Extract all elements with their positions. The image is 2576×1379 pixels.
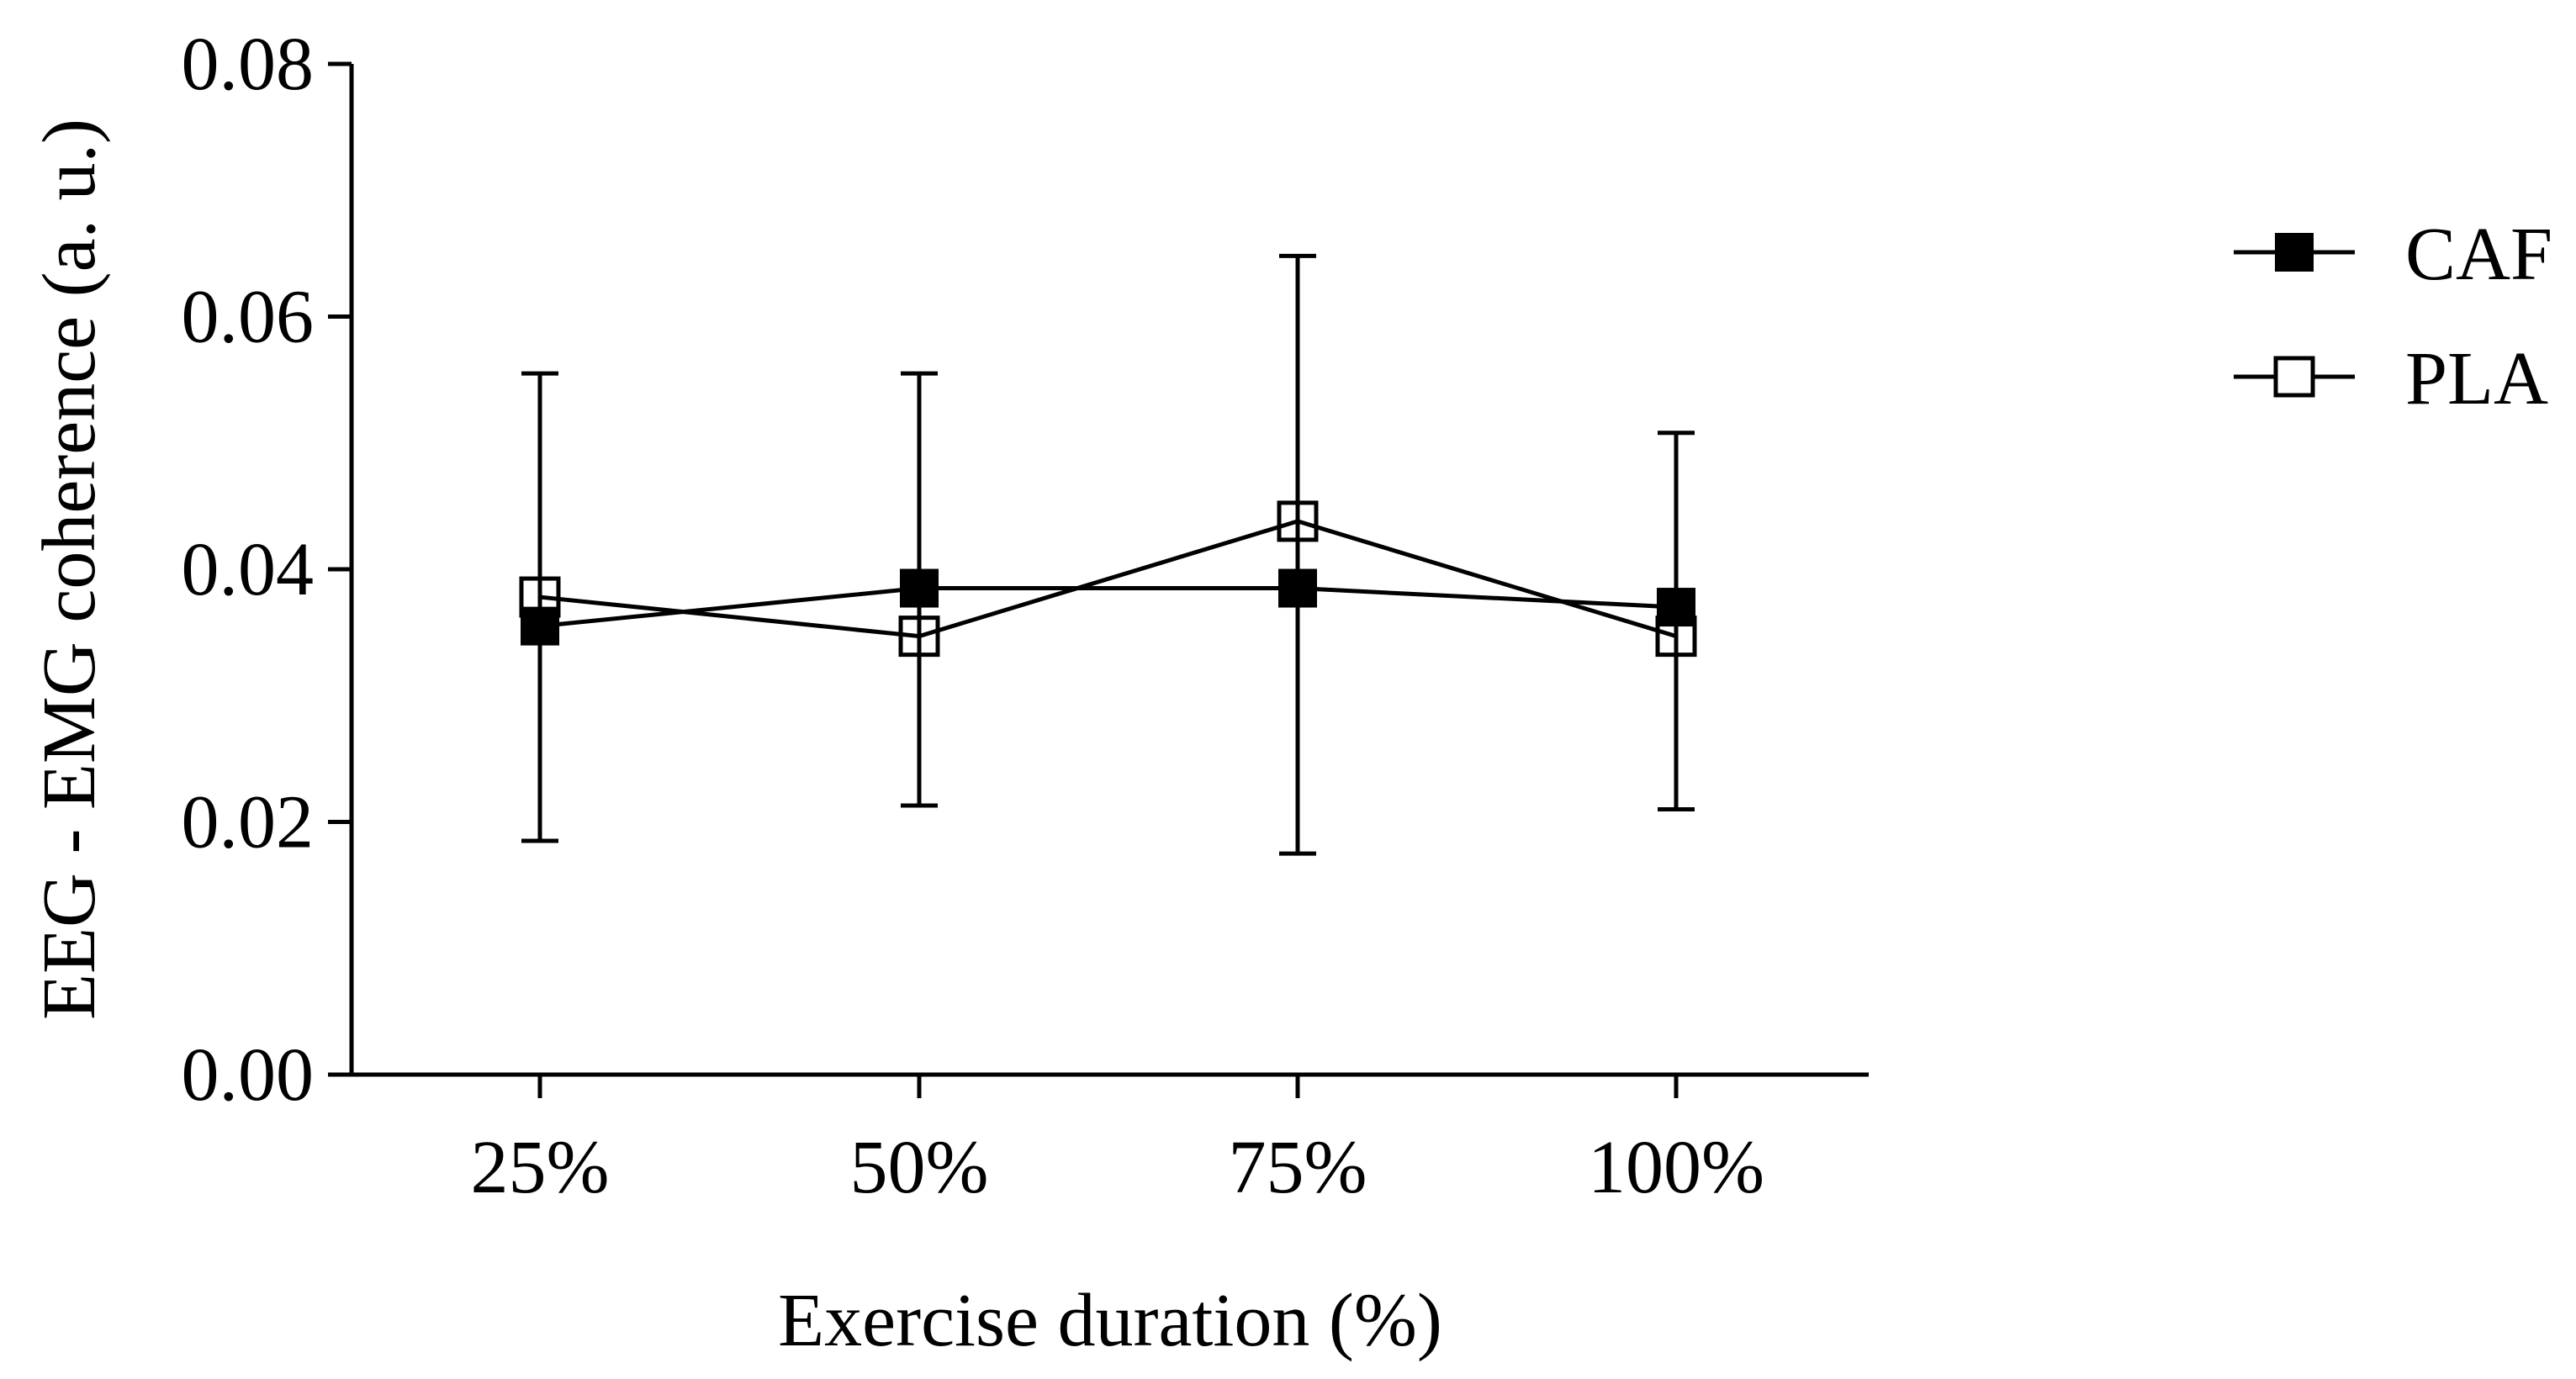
legend-marker-pla	[2273, 356, 2315, 398]
marker-caf	[1657, 588, 1695, 627]
axes: 0.00 0.02 0.04 0.06 0.08 25% 50% 75% 100% Exercis…	[28, 23, 1869, 1362]
x-tick-label: 75%	[1229, 1126, 1367, 1209]
series-line-caf	[539, 586, 1677, 629]
series-lines	[539, 519, 1677, 639]
x-tick-label: 25%	[471, 1126, 610, 1209]
error-bars	[521, 253, 1695, 856]
y-tick-label: 0.06	[182, 276, 315, 359]
y-tick-label: 0.04	[182, 528, 315, 611]
x-axis-title: Exercise duration (%)	[778, 1279, 1442, 1362]
y-axis-title: EEG - EMG coherence (a. u.)	[28, 119, 111, 1020]
y-tick-label: 0.08	[182, 23, 315, 106]
x-tick-label: 100%	[1588, 1126, 1764, 1209]
marker-pla	[898, 616, 940, 658]
legend-label-caf: CAF	[2405, 213, 2552, 296]
legend-label-pla: PLA	[2405, 337, 2548, 420]
marker-caf	[521, 606, 559, 646]
legend-marker-caf	[2275, 233, 2314, 272]
series-markers	[519, 500, 1697, 658]
x-tick-label: 50%	[850, 1126, 989, 1209]
legend: CAF PLA	[2234, 213, 2552, 420]
marker-pla	[1655, 616, 1697, 658]
y-tick-label: 0.00	[182, 1033, 315, 1117]
marker-pla	[519, 576, 561, 618]
series-line-pla	[539, 519, 1677, 639]
marker-pla	[1277, 500, 1319, 542]
marker-caf	[900, 568, 939, 608]
y-tick-label: 0.02	[182, 781, 315, 864]
marker-caf	[1278, 568, 1317, 608]
